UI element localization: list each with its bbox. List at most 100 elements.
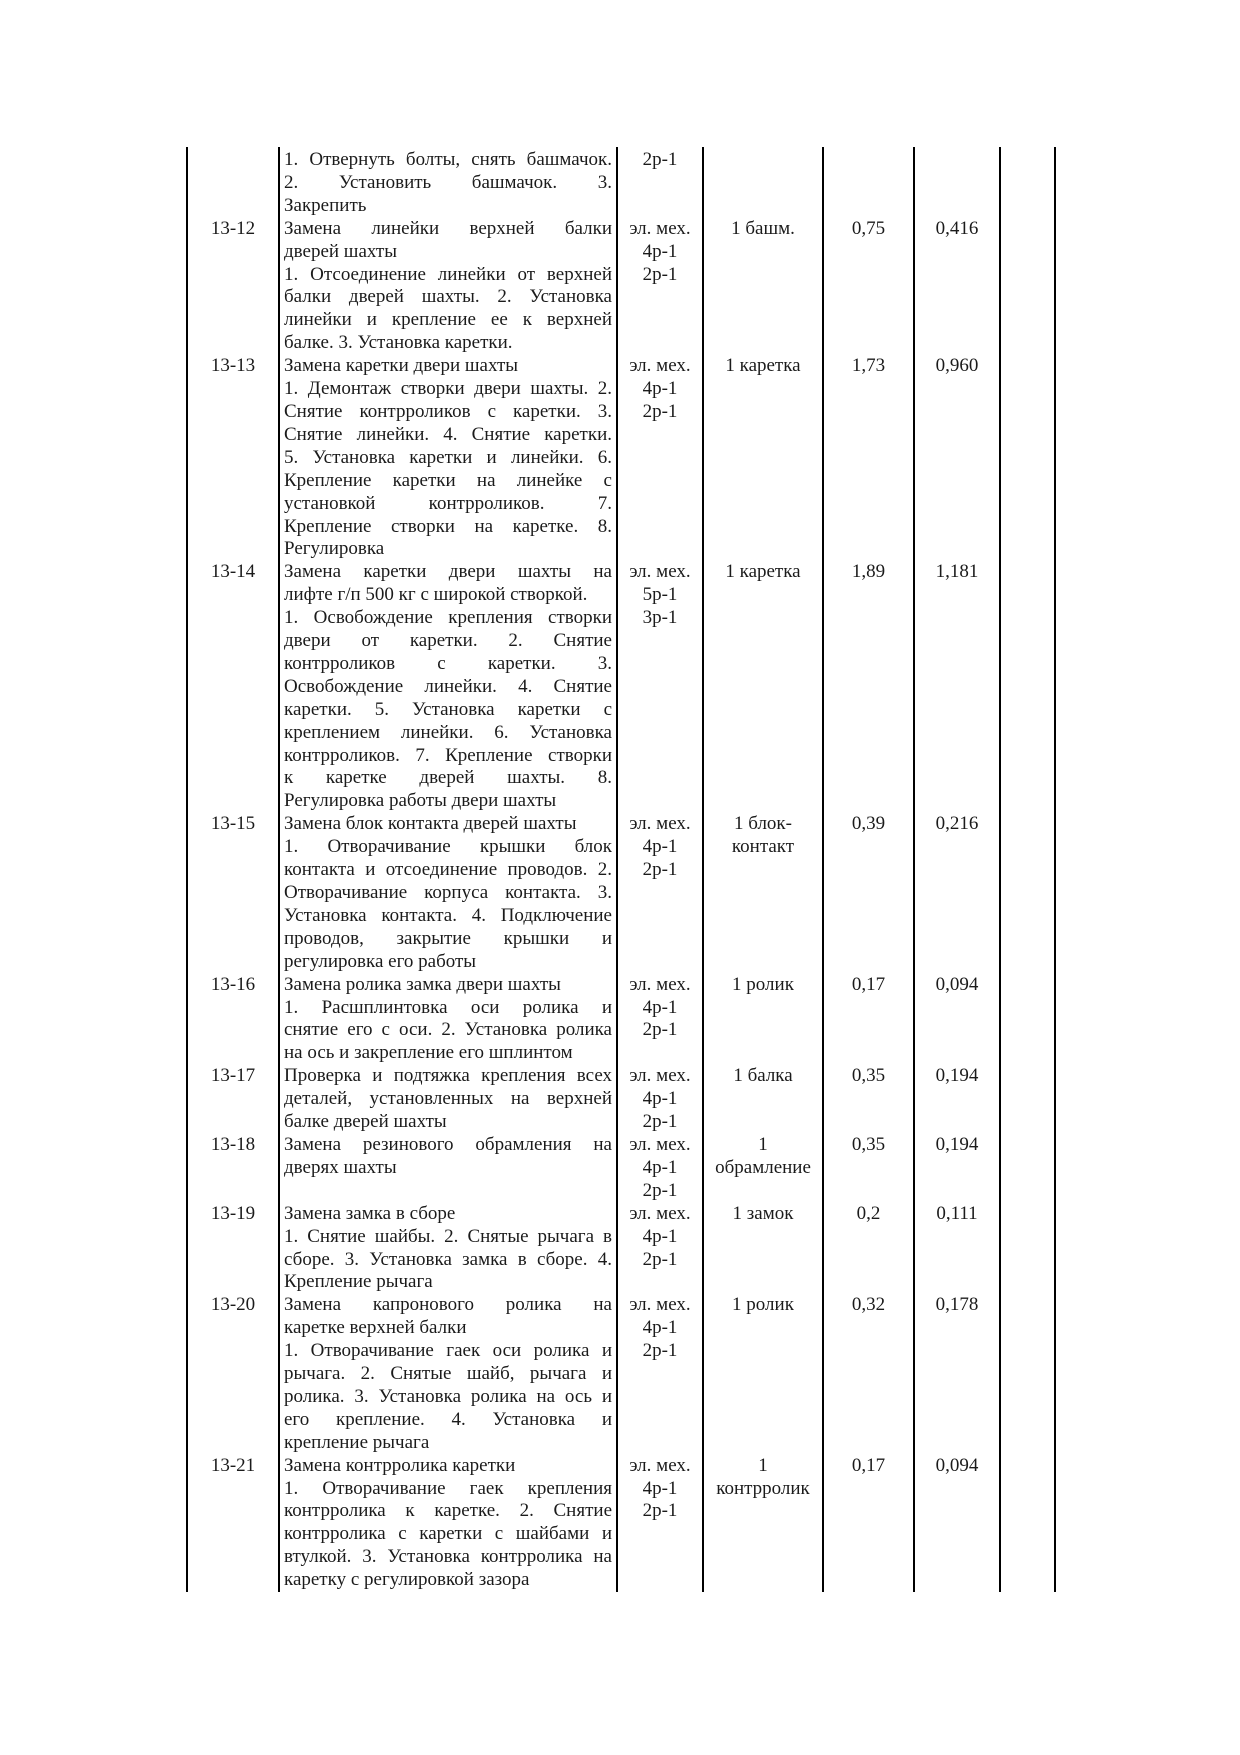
- time-norm-cell: 0,75: [851, 217, 886, 239]
- description-cell: Замена блок контакта дверей шахты 1. Отво…: [279, 813, 617, 973]
- description-line: 2. Установить башмачок. 3.: [284, 171, 612, 193]
- time-norm-cell: 0,2: [856, 1202, 881, 1224]
- description-cell: Замена резинового обрамления на дверях ша…: [279, 1134, 617, 1180]
- description-line: 1. Отворачивание крышки блок: [284, 836, 612, 858]
- profession-line: эл. мех.: [629, 355, 691, 377]
- description-line: дверей шахты: [284, 240, 397, 262]
- unit-cell: 1 башм.: [703, 218, 823, 241]
- description-line: каретке верхней балки: [284, 1317, 467, 1339]
- time-norm-cell: 1,73: [851, 355, 886, 377]
- unit-cell: 1 обрамление: [703, 1134, 823, 1180]
- code-cell: 13-17: [210, 1065, 256, 1087]
- description-line: Крепление рычага: [284, 1271, 433, 1293]
- time-norm-cell: 0,32: [851, 1294, 886, 1316]
- description-cell: Замена каретки двери шахты на лифте г/п 5…: [279, 561, 617, 813]
- code-cell: 13-13: [210, 355, 256, 377]
- profession-cell: эл. мех. 4р-1 2р-1: [617, 218, 703, 287]
- description-line: Замена капронового ролика на: [284, 1294, 612, 1316]
- description-line: 1. Отворачивание гаек оси ролика и: [284, 1340, 612, 1362]
- profession-line: эл. мех.: [629, 1065, 691, 1087]
- description-paragraph: 1. Освобождение крепления створки двери о…: [284, 607, 612, 813]
- unit-line: 1 замок: [732, 1202, 794, 1224]
- profession-cell: эл. мех. 4р-1 2р-1: [617, 974, 703, 1043]
- table-row: 13-18 Замена резинового обрамления на двер…: [187, 1134, 1056, 1203]
- description-line: контрроликов. 7. Крепление створки: [284, 744, 612, 766]
- profession-line: 5р-1: [642, 584, 678, 606]
- profession-line: эл. мех.: [629, 813, 691, 835]
- profession-line: 2р-1: [642, 859, 678, 881]
- description-paragraph: Замена каретки двери шахты: [284, 355, 612, 378]
- description-line: установкой контрроликов. 7.: [284, 492, 612, 514]
- profession-line: 4р-1: [642, 1156, 678, 1178]
- unit-cell: 1 каретка: [703, 561, 823, 584]
- profession-line: 2р-1: [642, 400, 678, 422]
- rate-cell: 0,416: [935, 217, 979, 239]
- description-line: каретки. 5. Установка каретки с: [284, 698, 612, 720]
- code-cell: 13-15: [210, 813, 256, 835]
- profession-line: 4р-1: [642, 1477, 678, 1499]
- description-cell: Замена капронового ролика на каретке верх…: [279, 1294, 617, 1454]
- rate-cell: 0,094: [935, 1454, 979, 1476]
- description-paragraph: 1. Демонтаж створки двери шахты. 2. Сняти…: [284, 378, 612, 561]
- description-line: дверях шахты: [284, 1156, 397, 1178]
- description-line: Замена линейки верхней балки: [284, 217, 612, 239]
- code-cell: 13-21: [210, 1454, 256, 1476]
- description-paragraph: 1. Расшплинтовка оси ролика и снятие его …: [284, 997, 612, 1066]
- description-line: его крепление. 4. Установка и: [284, 1408, 612, 1430]
- description-line: 1. Снятие шайбы. 2. Снятые рычага в: [284, 1225, 612, 1247]
- description-line: крепление рычага: [284, 1431, 430, 1453]
- description-line: деталей, установленных на верхней: [284, 1088, 612, 1110]
- description-line: контакта и отсоединение проводов. 2.: [284, 859, 612, 881]
- unit-line: 1: [758, 1454, 768, 1476]
- description-cell: Замена замка в сборе 1. Снятие шайбы. 2. …: [279, 1203, 617, 1295]
- unit-line: 1 ролик: [732, 973, 794, 995]
- description-paragraph: Замена блок контакта дверей шахты: [284, 813, 612, 836]
- profession-line: эл. мех.: [629, 1454, 691, 1476]
- description-paragraph: 1. Отворачивание гаек крепления контрроли…: [284, 1478, 612, 1593]
- description-line: контрролика к каретке. 2. Снятие: [284, 1500, 612, 1522]
- description-line: втулкой. 3. Установка контрролика на: [284, 1546, 612, 1568]
- table-row: 1. Отвернуть болты, снять башмачок. 2. Ус…: [187, 149, 1056, 218]
- description-line: 1. Отворачивание гаек крепления: [284, 1477, 612, 1499]
- table-rows: 1. Отвернуть болты, снять башмачок. 2. Ус…: [186, 147, 1056, 1593]
- time-norm-cell: 0,35: [851, 1065, 886, 1087]
- description-cell: Замена контрролика каретки 1. Отворачиван…: [279, 1455, 617, 1592]
- description-line: к каретке дверей шахты. 8.: [284, 767, 612, 789]
- description-paragraph: 1. Отвернуть болты, снять башмачок. 2. Ус…: [284, 149, 612, 218]
- code-cell: 13-16: [210, 973, 256, 995]
- time-norm-cell: 1,89: [851, 561, 886, 583]
- rate-cell: 0,094: [935, 973, 979, 995]
- table-row: 13-16 Замена ролика замка двери шахты 1. Р…: [187, 974, 1056, 1066]
- description-line: Замена блок контакта дверей шахты: [284, 813, 577, 835]
- profession-line: 3р-1: [642, 607, 678, 629]
- description-line: регулировка его работы: [284, 950, 477, 972]
- unit-cell: 1 балка: [703, 1065, 823, 1088]
- description-line: 1. Демонтаж створки двери шахты. 2.: [284, 378, 612, 400]
- profession-cell: 2р-1: [617, 149, 703, 172]
- description-line: проводов, закрытие крышки и: [284, 927, 612, 949]
- unit-line: 1 каретка: [725, 561, 801, 583]
- profession-cell: эл. мех. 4р-1 2р-1: [617, 1134, 703, 1203]
- profession-line: 4р-1: [642, 1317, 678, 1339]
- unit-line: контрролик: [716, 1477, 810, 1499]
- unit-line: 1 блок-: [734, 813, 792, 835]
- unit-line: 1 башм.: [731, 217, 795, 239]
- description-line: Замена каретки двери шахты на: [284, 561, 612, 583]
- description-line: линейки и крепление ее к верхней: [284, 309, 612, 331]
- description-cell: Замена ролика замка двери шахты 1. Расшпл…: [279, 974, 617, 1066]
- description-line: Крепление створки на каретке. 8.: [284, 515, 612, 537]
- description-line: креплением линейки. 6. Установка: [284, 721, 612, 743]
- profession-cell: эл. мех. 5р-1 3р-1: [617, 561, 703, 630]
- unit-cell: 1 ролик: [703, 1294, 823, 1317]
- description-cell: Проверка и подтяжка крепления всех детале…: [279, 1065, 617, 1134]
- description-line: Крепление каретки на линейке с: [284, 469, 612, 491]
- profession-cell: эл. мех. 4р-1 2р-1: [617, 1294, 703, 1363]
- description-line: снятие его с оси. 2. Установка ролика: [284, 1019, 612, 1041]
- description-line: 1. Отвернуть болты, снять башмачок.: [284, 149, 612, 170]
- description-line: рычага. 2. Снятые шайб, рычага и: [284, 1363, 612, 1385]
- description-line: Замена ролика замка двери шахты: [284, 973, 561, 995]
- profession-line: 2р-1: [642, 1340, 678, 1362]
- profession-line: 2р-1: [642, 149, 678, 170]
- table-row: 13-15 Замена блок контакта дверей шахты 1.…: [187, 813, 1056, 973]
- code-cell: 13-20: [210, 1294, 256, 1316]
